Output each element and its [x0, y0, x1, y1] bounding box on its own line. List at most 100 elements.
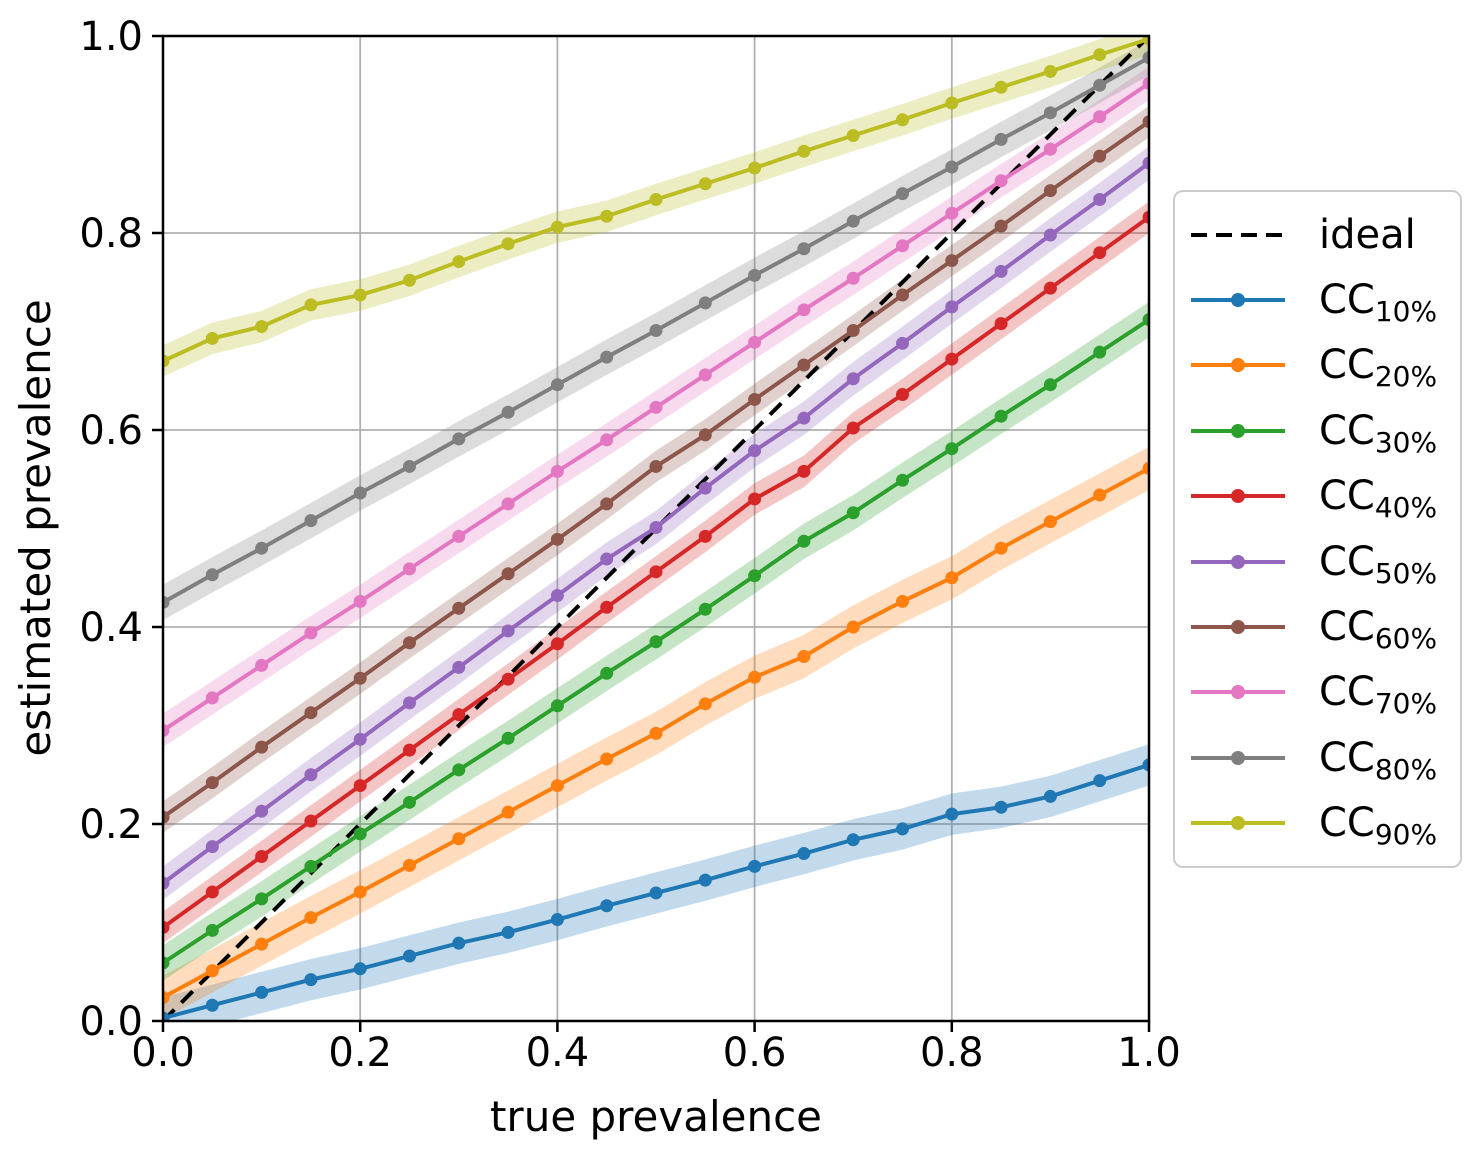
marker-cc-20 [353, 885, 367, 899]
legend-item-cc-30: CC30% [1191, 400, 1460, 462]
legend-marker-cc-20 [1231, 358, 1245, 373]
marker-cc-20 [304, 911, 318, 925]
marker-cc-20 [748, 670, 762, 684]
marker-cc-30 [797, 534, 811, 548]
series-cc-80 [163, 51, 1149, 609]
marker-cc-90 [1142, 36, 1149, 46]
marker-cc-70 [1142, 76, 1149, 90]
legend-sample-cc-90 [1191, 816, 1285, 831]
marker-cc-70 [550, 464, 564, 478]
marker-cc-10 [748, 859, 762, 873]
marker-cc-70 [304, 626, 318, 640]
x-tick-label: 0.4 [526, 1030, 590, 1076]
marker-cc-10 [1093, 774, 1107, 788]
marker-cc-40 [353, 779, 367, 793]
marker-cc-90 [353, 288, 367, 302]
legend-sample-cc-80 [1191, 750, 1285, 765]
marker-cc-80 [600, 350, 614, 364]
marker-cc-10 [353, 962, 367, 976]
marker-cc-80 [452, 432, 466, 446]
marker-cc-70 [698, 368, 712, 382]
x-tick-label: 0.0 [131, 1030, 195, 1076]
marker-cc-50 [550, 588, 564, 602]
marker-cc-50 [452, 660, 466, 674]
marker-cc-40 [550, 637, 564, 651]
marker-cc-70 [846, 271, 860, 285]
legend-label-cc-40: CC40% [1319, 473, 1438, 525]
marker-cc-60 [1043, 184, 1057, 198]
marker-cc-40 [1093, 246, 1107, 260]
marker-cc-50 [353, 732, 367, 746]
legend-marker-cc-60 [1231, 620, 1245, 635]
legend-marker-cc-80 [1231, 750, 1245, 765]
marker-cc-80 [896, 187, 909, 201]
marker-cc-30 [353, 827, 367, 841]
marker-cc-50 [205, 840, 219, 854]
marker-cc-80 [353, 486, 367, 500]
marker-cc-40 [501, 672, 515, 686]
marker-cc-10 [600, 899, 614, 913]
marker-cc-70 [748, 335, 762, 349]
marker-cc-50 [698, 481, 712, 495]
y-tick-label: 0.0 [79, 999, 143, 1045]
axis-ticks [152, 34, 1151, 1032]
marker-cc-60 [304, 706, 318, 720]
marker-cc-40 [452, 708, 466, 722]
marker-cc-10 [304, 973, 318, 987]
marker-cc-40 [649, 565, 663, 579]
marker-cc-90 [304, 298, 318, 312]
marker-cc-10 [205, 998, 219, 1012]
marker-cc-60 [994, 219, 1008, 233]
marker-cc-10 [1043, 789, 1057, 803]
legend-item-cc-50: CC50% [1191, 531, 1460, 593]
marker-cc-60 [353, 671, 367, 685]
marker-cc-20 [550, 779, 564, 793]
series-cc-20 [163, 461, 1149, 1004]
marker-cc-40 [698, 529, 712, 543]
marker-cc-60 [846, 324, 860, 338]
marker-cc-40 [994, 317, 1008, 331]
legend-label-cc-50: CC50% [1319, 538, 1438, 590]
legend: ideal CC10% CC20% CC30% CC40% CC50% CC60% CC70%… [1173, 190, 1462, 868]
marker-cc-30 [896, 473, 909, 487]
marker-cc-90 [1043, 64, 1057, 78]
x-tick-label: 1.0 [1117, 1030, 1181, 1076]
marker-cc-30 [205, 923, 219, 937]
legend-sample-cc-40 [1191, 489, 1285, 504]
series-cc-50 [163, 156, 1149, 890]
marker-cc-90 [994, 80, 1008, 94]
marker-cc-80 [797, 242, 811, 256]
marker-cc-30 [304, 859, 318, 873]
plot-border [161, 34, 1151, 1023]
marker-cc-60 [550, 532, 564, 546]
marker-cc-70 [163, 723, 170, 737]
y-tick-label: 0.6 [79, 408, 143, 454]
marker-cc-60 [403, 636, 416, 650]
marker-cc-40 [163, 920, 170, 934]
marker-cc-30 [846, 506, 860, 520]
series-cc-70 [163, 76, 1149, 737]
marker-cc-30 [255, 892, 269, 906]
marker-cc-10 [550, 913, 564, 927]
marker-cc-90 [255, 320, 269, 334]
marker-cc-70 [797, 303, 811, 317]
marker-cc-20 [945, 571, 959, 585]
marker-cc-50 [945, 300, 959, 314]
marker-cc-10 [945, 807, 959, 821]
marker-cc-60 [698, 428, 712, 442]
marker-cc-60 [163, 810, 170, 824]
legend-label-ideal: ideal [1319, 211, 1416, 258]
marker-cc-80 [945, 160, 959, 174]
legend-sample-cc-60 [1191, 620, 1285, 635]
marker-cc-70 [649, 400, 663, 414]
marker-cc-90 [600, 209, 614, 223]
series-cc-60 [163, 115, 1149, 824]
marker-cc-10 [896, 822, 909, 836]
marker-cc-30 [649, 635, 663, 649]
legend-marker-cc-90 [1231, 816, 1245, 831]
marker-cc-90 [205, 331, 219, 345]
marker-cc-70 [501, 497, 515, 511]
marker-cc-10 [403, 949, 416, 963]
marker-cc-90 [452, 255, 466, 269]
